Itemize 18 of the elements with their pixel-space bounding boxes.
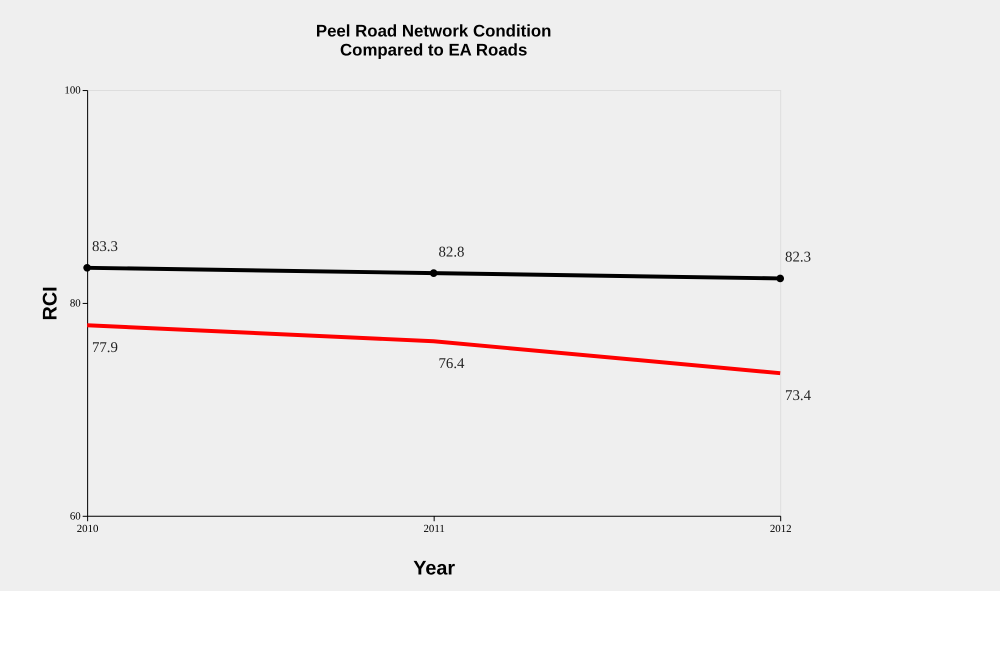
x-axis-title: Year: [413, 558, 456, 580]
point: [430, 269, 438, 277]
y-tick-label: 80: [70, 297, 82, 310]
x-tick-label: 2010: [76, 523, 100, 536]
data-label: 77.9: [92, 340, 118, 356]
point: [776, 274, 784, 282]
y-tick-label: 100: [64, 84, 82, 97]
x-tick-label: 2012: [770, 523, 792, 536]
chart-title: Peel Road Network Condition Compared to EA Roads: [316, 22, 552, 60]
data-label: 73.4: [785, 388, 812, 404]
y-tick-label: 60: [70, 510, 82, 522]
data-label: 82.8: [438, 244, 464, 260]
y-axis-title: RCI: [39, 286, 62, 320]
data-label: 76.4: [438, 356, 466, 372]
point: [83, 264, 91, 272]
data-label: 83.3: [92, 238, 118, 255]
data-label: 82.3: [785, 250, 812, 266]
x-tick-label: 2011: [423, 523, 445, 536]
